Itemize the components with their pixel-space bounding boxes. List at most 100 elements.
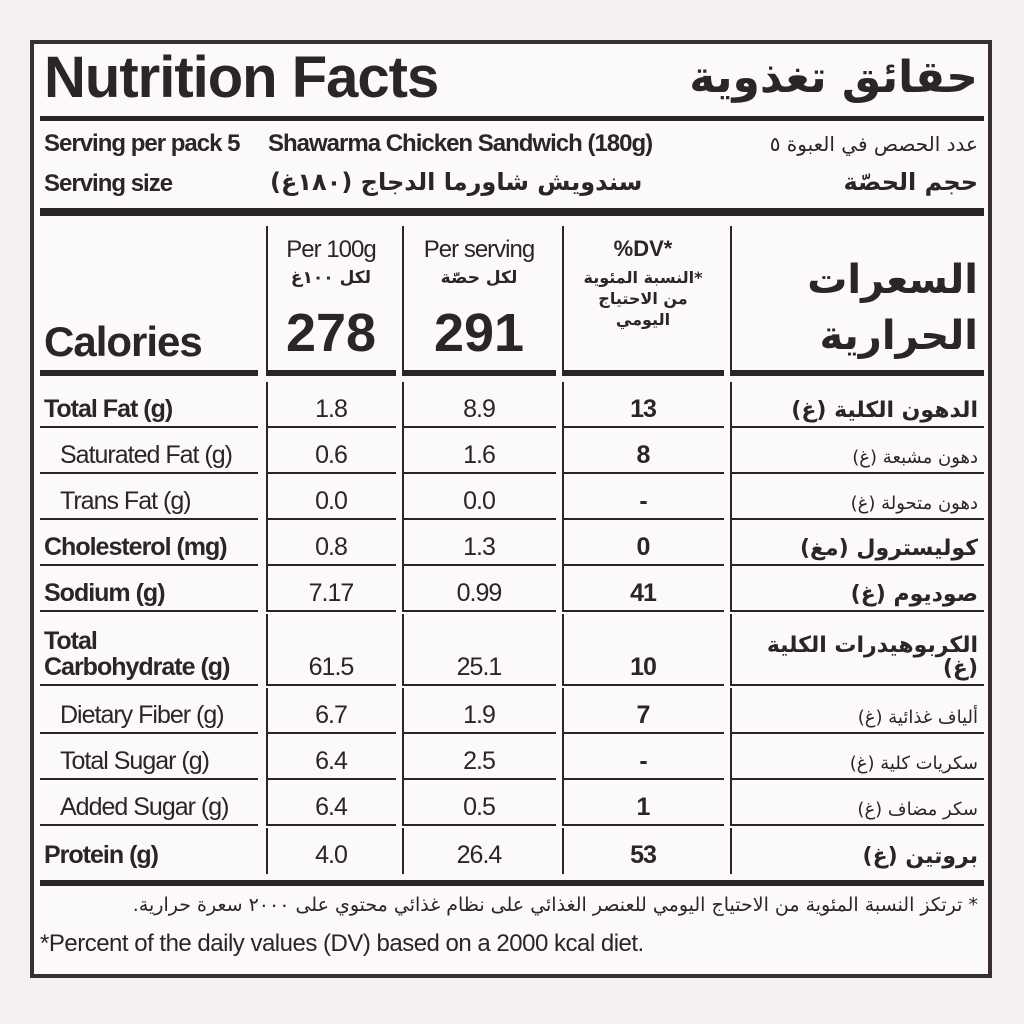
table-cell — [402, 780, 556, 826]
label-frame — [30, 40, 992, 978]
per-serving-value: 2.5 — [463, 746, 496, 775]
per-100g-value: 6.4 — [315, 792, 348, 821]
rule — [40, 116, 984, 121]
per-100g-value: 0.0 — [315, 486, 348, 515]
table-cell — [402, 828, 556, 874]
title-ar: حقائق تغذوية — [689, 52, 978, 103]
nutrient-name: Trans Fat (g) — [60, 486, 192, 515]
daily-value: 7 — [636, 700, 651, 729]
table-cell — [402, 474, 556, 520]
header-cell — [730, 226, 984, 376]
table-cell — [402, 734, 556, 780]
table-cell — [730, 734, 984, 780]
table-cell — [730, 614, 984, 686]
table-cell — [730, 382, 984, 428]
table-cell — [40, 382, 258, 428]
per-serving-value: 26.4 — [456, 840, 503, 869]
per-serving-value: 0.99 — [456, 578, 503, 607]
table-cell — [402, 382, 556, 428]
table-cell — [402, 614, 556, 686]
header-cell — [40, 226, 258, 376]
daily-value: - — [639, 746, 647, 775]
daily-value: 1 — [636, 792, 651, 821]
serving-per-pack-ar: عدد الحصص في العبوة ٥ — [769, 132, 978, 156]
column-head-ar: لكل حصّة — [440, 268, 518, 288]
table-cell — [266, 520, 396, 566]
serving-per-pack: Serving per pack 5 — [44, 130, 240, 157]
calories-value: 291 — [433, 303, 525, 363]
table-cell — [402, 520, 556, 566]
daily-value: 8 — [636, 440, 651, 469]
serving-size: Serving size — [44, 170, 173, 197]
table-cell — [730, 566, 984, 612]
daily-value: 41 — [630, 578, 657, 607]
per-100g-value: 61.5 — [308, 652, 355, 681]
table-cell — [562, 520, 724, 566]
nutrient-name-ar: الكربوهيدرات الكلية (غ) — [766, 632, 978, 681]
nutrient-name: Cholesterol (mg) — [44, 532, 228, 561]
table-cell — [730, 780, 984, 826]
product-ar: سندويش شاورما الدجاج (١٨٠غ) — [270, 168, 643, 196]
table-cell — [562, 734, 724, 780]
nutrient-name: Protein (g) — [44, 840, 159, 869]
table-cell — [266, 614, 396, 686]
rule — [40, 208, 984, 216]
per-100g-value: 6.7 — [315, 700, 348, 729]
nutrient-name-ar: بروتين (غ) — [862, 843, 978, 869]
per-100g-value: 0.6 — [315, 440, 348, 469]
nutrient-name-ar: دهون متحولة (غ) — [850, 493, 978, 515]
table-cell — [40, 734, 258, 780]
table-cell — [40, 474, 258, 520]
per-serving-value: 8.9 — [463, 394, 496, 423]
nutrient-name: Total Carbohydrate (g) — [44, 626, 230, 681]
footnote: *Percent of the daily values (DV) based … — [40, 930, 644, 957]
per-serving-value: 1.9 — [463, 700, 496, 729]
footnote-ar: * ترتكز النسبة المئوية من الاحتياج اليوم… — [132, 894, 978, 916]
per-100g-value: 4.0 — [315, 840, 348, 869]
table-cell — [562, 382, 724, 428]
table-cell — [40, 614, 258, 686]
nutrient-name-ar: كوليسترول (مغ) — [799, 535, 978, 561]
table-cell — [562, 828, 724, 874]
nutrient-name-ar: ألياف غذائية (غ) — [857, 707, 978, 729]
header-cell — [266, 226, 396, 376]
table-cell — [402, 566, 556, 612]
per-serving-value: 25.1 — [456, 652, 503, 681]
table-cell — [730, 520, 984, 566]
table-cell — [730, 688, 984, 734]
column-head-ar: لكل ١٠٠غ — [290, 268, 372, 288]
table-cell — [266, 734, 396, 780]
daily-value: 0 — [636, 532, 651, 561]
table-cell — [562, 474, 724, 520]
nutrient-name-ar: سكر مضاف (غ) — [857, 799, 978, 821]
table-cell — [562, 566, 724, 612]
table-cell — [562, 688, 724, 734]
table-cell — [730, 828, 984, 874]
nutrient-name-ar: صوديوم (غ) — [850, 581, 978, 607]
table-cell — [730, 428, 984, 474]
nutrient-name: Total Sugar (g) — [60, 746, 210, 775]
calories-label-ar: السعرات الحرارية — [807, 257, 978, 359]
nutrient-name-ar: الدهون الكلية (غ) — [791, 397, 978, 423]
calories-value: 278 — [285, 303, 377, 363]
rule — [40, 880, 984, 886]
table-cell — [266, 382, 396, 428]
table-cell — [266, 428, 396, 474]
calories-label: Calories — [44, 318, 203, 365]
table-cell — [40, 428, 258, 474]
per-100g-value: 1.8 — [315, 394, 348, 423]
column-head-ar: *النسبة المئوية من الاحتياج اليومي — [583, 268, 703, 329]
nutrient-name: Dietary Fiber (g) — [60, 700, 225, 729]
table-cell — [562, 614, 724, 686]
table-cell — [266, 566, 396, 612]
daily-value: - — [639, 486, 647, 515]
nutrient-name-ar: دهون مشبعة (غ) — [852, 447, 978, 469]
daily-value: 53 — [630, 840, 657, 869]
per-100g-value: 7.17 — [308, 578, 355, 607]
per-serving-value: 1.3 — [463, 532, 496, 561]
table-cell — [266, 474, 396, 520]
table-cell — [40, 520, 258, 566]
table-cell — [402, 428, 556, 474]
nutrient-name: Saturated Fat (g) — [60, 440, 233, 469]
